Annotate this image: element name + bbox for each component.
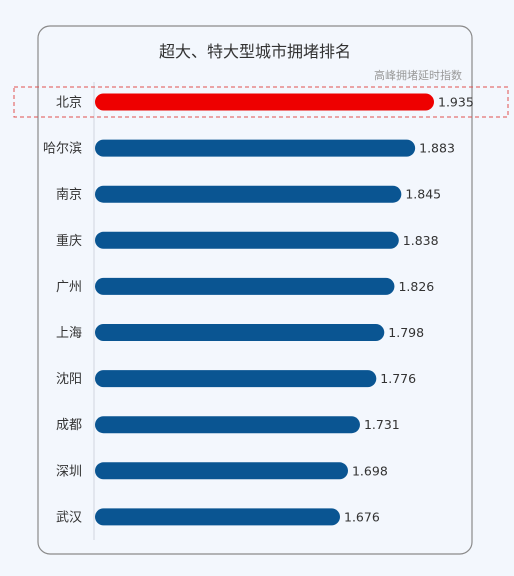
bar (95, 462, 348, 480)
category-label: 深圳 (56, 464, 82, 479)
category-label: 北京 (56, 96, 82, 111)
category-label: 上海 (56, 326, 82, 341)
category-label: 沈阳 (56, 372, 82, 387)
bar (95, 370, 377, 388)
category-label: 哈尔滨 (43, 141, 82, 157)
category-label: 广州 (56, 280, 82, 295)
bar (95, 324, 385, 341)
value-label: 高峰拥堵延时指数 (374, 68, 462, 82)
value-label: 1.676 (344, 509, 380, 524)
bar (95, 416, 360, 434)
value-label: 1.698 (352, 463, 388, 478)
value-label: 1.776 (380, 371, 416, 386)
bar (95, 185, 402, 203)
value-label: 1.845 (405, 187, 441, 202)
chart-title: 超大、特大型城市拥堵排名 (159, 42, 351, 61)
category-label: 重庆 (56, 233, 82, 249)
value-label: 1.826 (398, 279, 434, 294)
bar (95, 508, 340, 526)
value-label: 1.838 (403, 233, 439, 248)
bar (95, 93, 434, 111)
value-label: 1.935 (438, 95, 474, 110)
category-label: 武汉 (56, 510, 82, 525)
value-label: 1.883 (419, 141, 455, 156)
value-label: 1.798 (388, 325, 424, 340)
bars-group: 北京 1.935 哈尔滨 1.883 南京 1.845 重庆 1.838 广州 1.826 上海 1.… (43, 93, 474, 526)
highlight-box (13, 86, 509, 118)
value-label: 1.731 (364, 417, 400, 432)
category-label: 南京 (56, 187, 82, 203)
bar (95, 277, 395, 295)
bar (95, 231, 399, 249)
category-label: 成都 (56, 418, 82, 433)
bar (95, 139, 416, 157)
